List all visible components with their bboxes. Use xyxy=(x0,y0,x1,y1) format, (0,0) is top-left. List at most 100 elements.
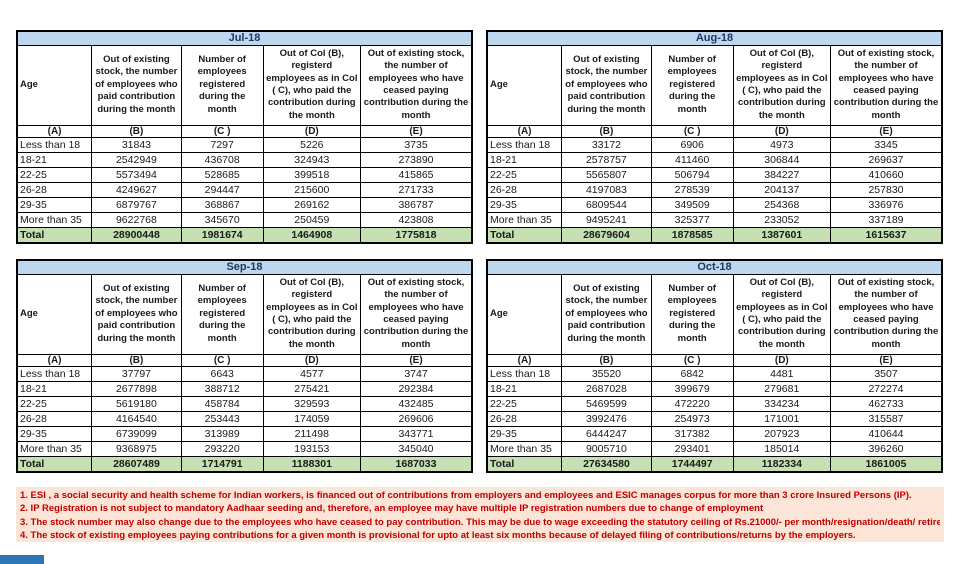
table-cell: 185014 xyxy=(732,440,831,457)
table-cell: 325377 xyxy=(650,211,734,228)
table-cell: 1188301 xyxy=(262,455,361,472)
row-label: Less than 18 xyxy=(486,136,563,153)
sheet-tab-marker[interactable] xyxy=(0,555,44,564)
table-cell: 1981674 xyxy=(180,226,264,243)
table-cell: 5469599 xyxy=(561,395,652,412)
table-cell: 472220 xyxy=(650,395,734,412)
table-cell: 4164540 xyxy=(91,410,182,427)
header-col-c: Number of employees registered during th… xyxy=(180,44,264,126)
table-cell: 3735 xyxy=(359,136,473,153)
total-row: Total 28679604 1878585 1387601 1615637 xyxy=(486,226,943,243)
table-cell: 4481 xyxy=(732,365,831,382)
row-label: 29-35 xyxy=(16,425,93,442)
row-label: 26-28 xyxy=(16,410,93,427)
col-letter: (A) xyxy=(16,353,93,367)
table-cell: 386787 xyxy=(359,196,473,213)
table-cell: 3747 xyxy=(359,365,473,382)
col-letter: (E) xyxy=(829,353,943,367)
table-cell: 506794 xyxy=(650,166,734,183)
table-cell: 345040 xyxy=(359,440,473,457)
row-label: 29-35 xyxy=(16,196,93,213)
table-cell: 1714791 xyxy=(180,455,264,472)
col-letter: (B) xyxy=(91,353,182,367)
month-title-row: Sep-18 xyxy=(16,259,473,275)
col-letter: (B) xyxy=(91,124,182,138)
table-cell: 4973 xyxy=(732,136,831,153)
table-row: 29-35 6444247 317382 207923 410644 xyxy=(486,425,943,442)
col-letter: (D) xyxy=(262,124,361,138)
row-label: 22-25 xyxy=(16,395,93,412)
table-aug-18: Aug-18 Age Out of existing stock, the nu… xyxy=(486,30,943,244)
row-label: 29-35 xyxy=(486,425,563,442)
table-row: 22-25 5565807 506794 384227 410660 xyxy=(486,166,943,183)
month-title: Oct-18 xyxy=(486,259,943,275)
header-col-c: Number of employees registered during th… xyxy=(650,44,734,126)
footnote-4: 4. The stock of existing employees payin… xyxy=(20,530,856,542)
table-jul-18: Jul-18 Age Out of existing stock, the nu… xyxy=(16,30,473,244)
table-oct-18: Oct-18 Age Out of existing stock, the nu… xyxy=(486,259,943,473)
table-cell: 2677898 xyxy=(91,380,182,397)
row-label: 18-21 xyxy=(486,151,563,168)
table-row: 29-35 6879767 368867 269162 386787 xyxy=(16,196,473,213)
column-letter-row: (A) (B) (C ) (D) (E) xyxy=(16,124,473,138)
table-row: Less than 18 35520 6842 4481 3507 xyxy=(486,365,943,382)
table-row: Less than 18 37797 6643 4577 3747 xyxy=(16,365,473,382)
table-cell: 5565807 xyxy=(561,166,652,183)
table-cell: 349509 xyxy=(650,196,734,213)
row-label: Total xyxy=(486,226,563,243)
table-cell: 4577 xyxy=(262,365,361,382)
table-cell: 6906 xyxy=(650,136,734,153)
table-row: 18-21 2687028 399679 279681 272274 xyxy=(486,380,943,397)
table-cell: 193153 xyxy=(262,440,361,457)
row-label: More than 35 xyxy=(486,211,563,228)
row-label: 18-21 xyxy=(16,380,93,397)
table-cell: 292384 xyxy=(359,380,473,397)
row-label: 22-25 xyxy=(486,395,563,412)
table-cell: 269162 xyxy=(262,196,361,213)
table-cell: 1615637 xyxy=(829,226,943,243)
month-title-row: Jul-18 xyxy=(16,30,473,46)
row-label: Total xyxy=(16,226,93,243)
row-label: Less than 18 xyxy=(486,365,563,382)
table-row: Less than 18 33172 6906 4973 3345 xyxy=(486,136,943,153)
row-label: Less than 18 xyxy=(16,136,93,153)
table-row: More than 35 9005710 293401 185014 396260 xyxy=(486,440,943,457)
row-label: More than 35 xyxy=(16,211,93,228)
row-label: 18-21 xyxy=(486,380,563,397)
table-cell: 6879767 xyxy=(91,196,182,213)
table-cell: 6643 xyxy=(180,365,264,382)
table-cell: 2687028 xyxy=(561,380,652,397)
month-title: Sep-18 xyxy=(16,259,473,275)
table-cell: 458784 xyxy=(180,395,264,412)
table-cell: 27634580 xyxy=(561,455,652,472)
table-cell: 204137 xyxy=(732,181,831,198)
table-cell: 1744497 xyxy=(650,455,734,472)
table-cell: 528685 xyxy=(180,166,264,183)
table-cell: 37797 xyxy=(91,365,182,382)
table-cell: 272274 xyxy=(829,380,943,397)
data-table: Aug-18 Age Out of existing stock, the nu… xyxy=(486,30,943,244)
table-cell: 279681 xyxy=(732,380,831,397)
table-cell: 1775818 xyxy=(359,226,473,243)
header-row: Age Out of existing stock, the number of… xyxy=(486,273,943,355)
row-label: 22-25 xyxy=(16,166,93,183)
table-cell: 269637 xyxy=(829,151,943,168)
table-cell: 278539 xyxy=(650,181,734,198)
table-cell: 233052 xyxy=(732,211,831,228)
header-age: Age xyxy=(486,273,563,355)
data-table: Sep-18 Age Out of existing stock, the nu… xyxy=(16,259,473,473)
header-age: Age xyxy=(16,273,93,355)
table-cell: 7297 xyxy=(180,136,264,153)
table-cell: 31843 xyxy=(91,136,182,153)
header-col-e: Out of existing stock, the number of emp… xyxy=(829,44,943,126)
table-cell: 2542949 xyxy=(91,151,182,168)
table-cell: 3345 xyxy=(829,136,943,153)
table-row: More than 35 9368975 293220 193153 345040 xyxy=(16,440,473,457)
table-cell: 1687033 xyxy=(359,455,473,472)
month-title-row: Aug-18 xyxy=(486,30,943,46)
table-cell: 432485 xyxy=(359,395,473,412)
col-letter: (C ) xyxy=(180,353,264,367)
header-age: Age xyxy=(486,44,563,126)
table-cell: 1387601 xyxy=(732,226,831,243)
table-cell: 345670 xyxy=(180,211,264,228)
